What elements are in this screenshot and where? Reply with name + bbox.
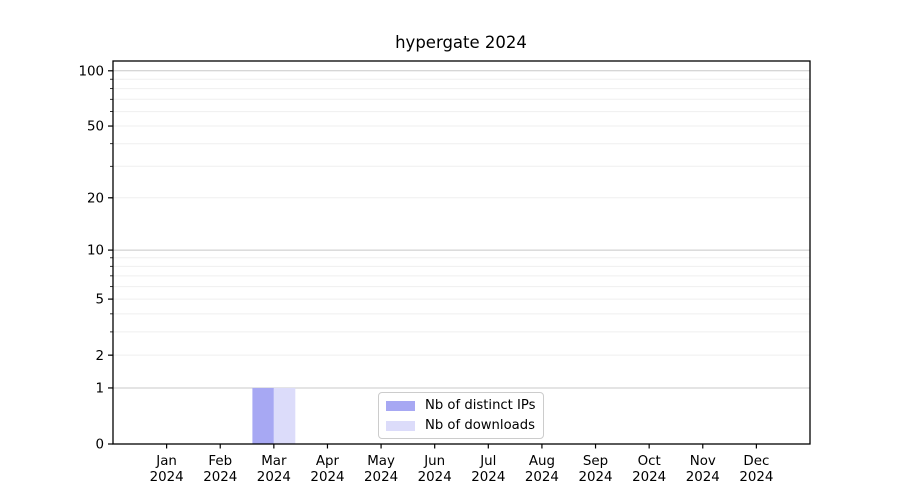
x-tick-label-month: Apr xyxy=(316,454,340,469)
x-tick-label-year: 2024 xyxy=(364,470,398,485)
x-tick-label-year: 2024 xyxy=(310,470,344,485)
x-tick-label-year: 2024 xyxy=(578,470,612,485)
y-tick-label: 10 xyxy=(87,244,104,259)
x-tick-label-month: Mar xyxy=(261,454,287,469)
x-tick-label-month: May xyxy=(367,454,395,469)
x-tick-label-year: 2024 xyxy=(471,470,505,485)
x-tick-label-month: Oct xyxy=(638,454,661,469)
legend-swatch-downloads xyxy=(386,420,415,431)
legend-swatch-distinct-ips xyxy=(386,400,415,411)
y-tick-label: 1 xyxy=(95,382,104,397)
x-tick-label-year: 2024 xyxy=(150,470,184,485)
x-tick-label-month: Jun xyxy=(423,454,445,469)
plot-border xyxy=(112,60,811,445)
x-tick-label-year: 2024 xyxy=(686,470,720,485)
y-tick-label: 50 xyxy=(87,120,104,135)
legend-label-downloads: Nb of downloads xyxy=(425,417,535,433)
bar-distinct-ips-mar xyxy=(252,387,274,444)
x-tick-label-month: Dec xyxy=(743,454,769,469)
legend-item-downloads: Nb of downloads xyxy=(386,418,535,434)
bar-downloads-mar xyxy=(273,387,296,444)
y-tick-label: 5 xyxy=(95,293,104,308)
x-tick-label-year: 2024 xyxy=(418,470,452,485)
legend-label-distinct-ips: Nb of distinct IPs xyxy=(425,397,536,413)
x-tick-label-month: Aug xyxy=(529,454,555,469)
x-tick-label-month: Sep xyxy=(583,454,608,469)
x-tick-label-month: Feb xyxy=(208,454,232,469)
x-tick-label-month: Nov xyxy=(690,454,716,469)
y-tick-label: 100 xyxy=(78,64,104,79)
y-tick-label: 20 xyxy=(87,191,104,206)
x-tick-label-year: 2024 xyxy=(739,470,773,485)
x-tick-label-year: 2024 xyxy=(257,470,291,485)
x-tick-label-year: 2024 xyxy=(203,470,237,485)
x-tick-label-month: Jan xyxy=(155,454,177,469)
x-tick-label-month: Jul xyxy=(479,454,496,469)
x-tick-label-year: 2024 xyxy=(525,470,559,485)
y-tick-label: 0 xyxy=(95,438,104,453)
legend: Nb of distinct IPs Nb of downloads xyxy=(378,392,544,439)
x-tick-label-year: 2024 xyxy=(632,470,666,485)
y-tick-label: 2 xyxy=(95,349,104,364)
legend-item-distinct-ips: Nb of distinct IPs xyxy=(386,397,536,414)
chart-title: hypergate 2024 xyxy=(395,33,527,52)
